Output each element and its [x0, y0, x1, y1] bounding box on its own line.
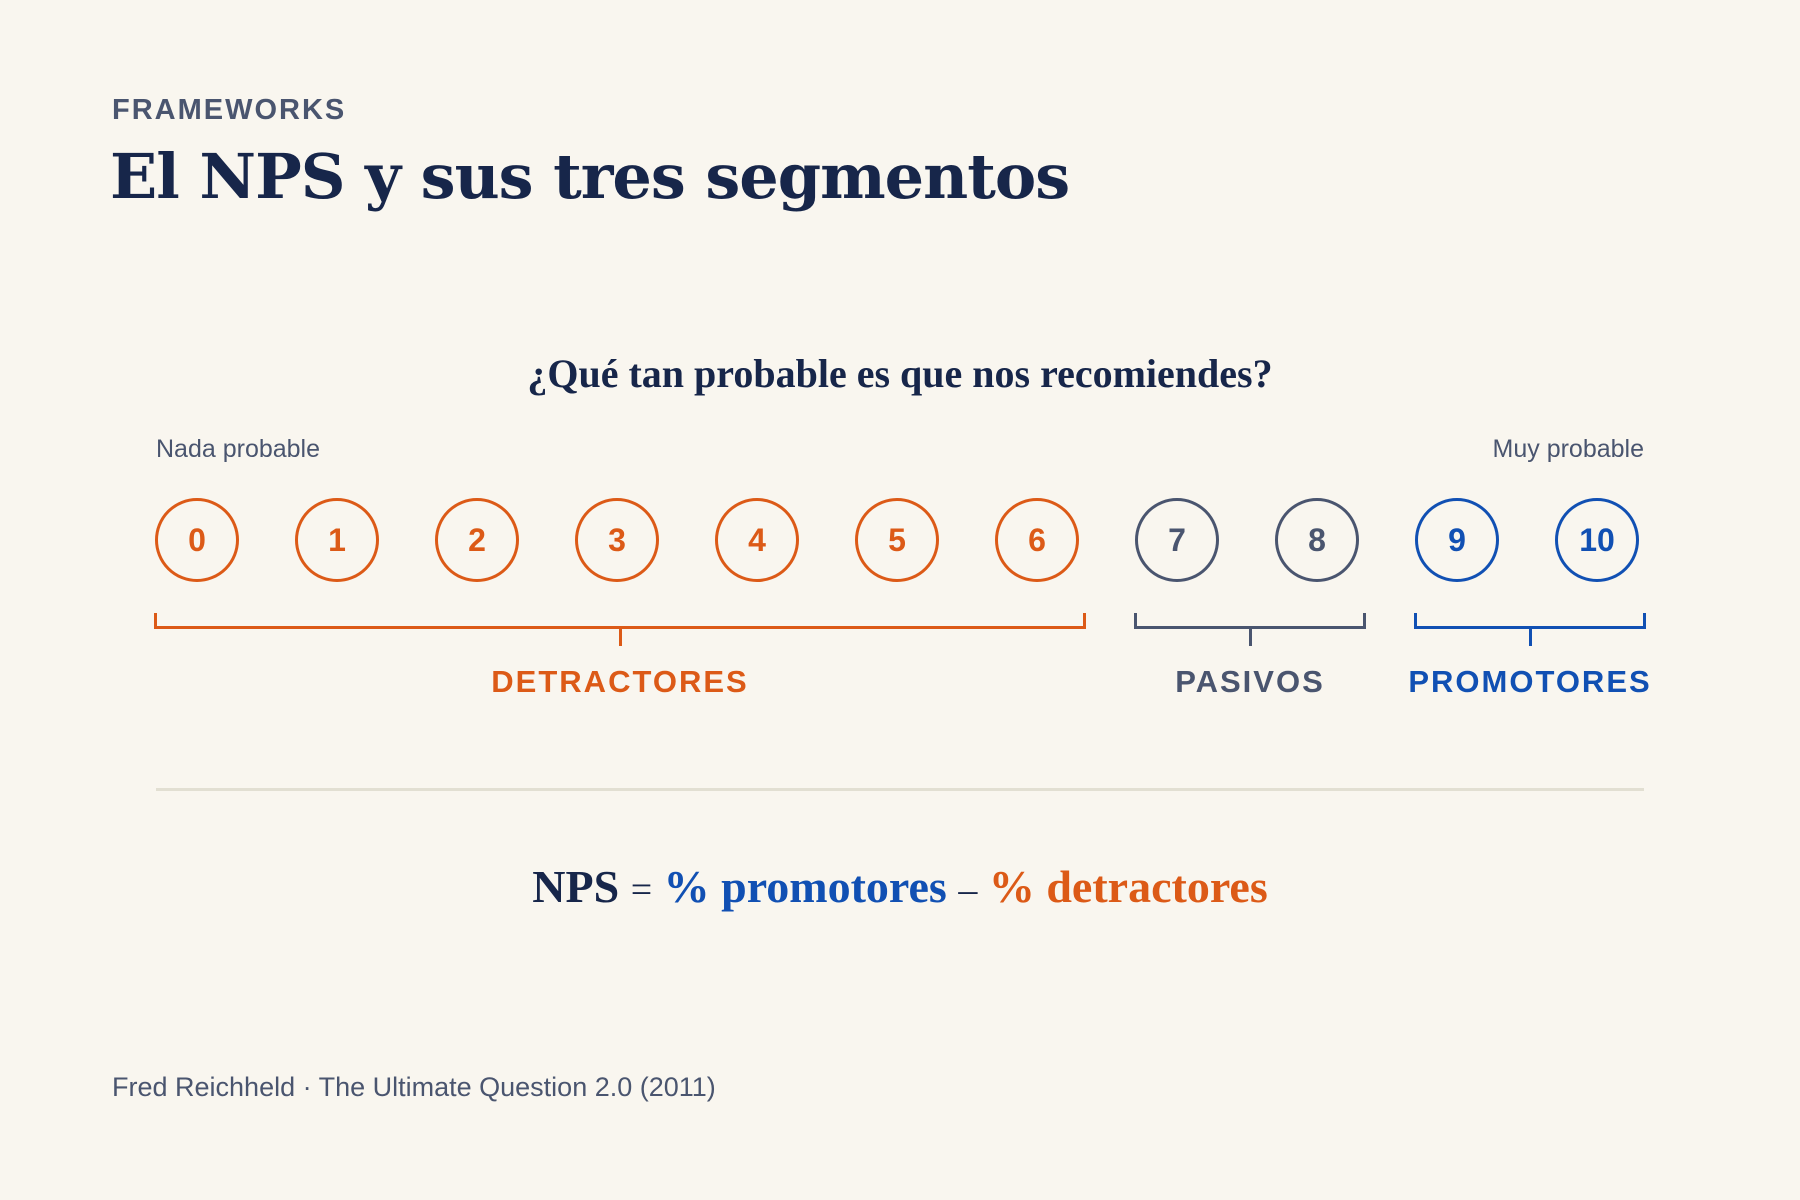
score-circle-1: 1 — [295, 498, 379, 582]
passives-label: PASIVOS — [1175, 664, 1325, 699]
source-citation: Fred Reichheld · The Ultimate Question 2… — [112, 1072, 716, 1102]
scale-low-label: Nada probable — [156, 435, 321, 463]
score-circle-9: 9 — [1415, 498, 1499, 582]
formula-nps: NPS — [532, 861, 620, 912]
formula-promoters: % promotores — [663, 861, 947, 912]
score-circle-2: 2 — [435, 498, 519, 582]
detractors-bracket-tick — [618, 626, 622, 646]
score-circle-0: 0 — [155, 498, 239, 582]
promoters-bracket-tick — [1528, 626, 1532, 646]
score-circle-8: 8 — [1275, 498, 1359, 582]
passives-bracket-tick — [1248, 626, 1252, 646]
passives-bracket — [1134, 613, 1366, 646]
formula-detractors: % detractores — [988, 861, 1268, 912]
nps-formula: NPS = % promotores – % detractores — [0, 860, 1800, 913]
eyebrow-label: FRAMEWORKS — [112, 94, 347, 126]
promoters-bracket — [1414, 613, 1646, 646]
survey-question: ¿Qué tan probable es que nos recomiendes… — [527, 351, 1273, 396]
score-circle-3: 3 — [575, 498, 659, 582]
score-circle-4: 4 — [715, 498, 799, 582]
formula-minus: – — [958, 869, 978, 911]
score-circle-6: 6 — [995, 498, 1079, 582]
scale-high-label: Muy probable — [1492, 435, 1644, 463]
detractors-bracket — [154, 613, 1086, 646]
detractors-label: DETRACTORES — [491, 664, 749, 699]
formula-equals: = — [630, 869, 653, 911]
score-circle-10: 10 — [1555, 498, 1639, 582]
page-title: El NPS y sus tres segmentos — [110, 140, 1070, 213]
score-circle-5: 5 — [855, 498, 939, 582]
promoters-label: PROMOTORES — [1408, 664, 1652, 699]
score-circle-7: 7 — [1135, 498, 1219, 582]
divider — [156, 788, 1644, 791]
